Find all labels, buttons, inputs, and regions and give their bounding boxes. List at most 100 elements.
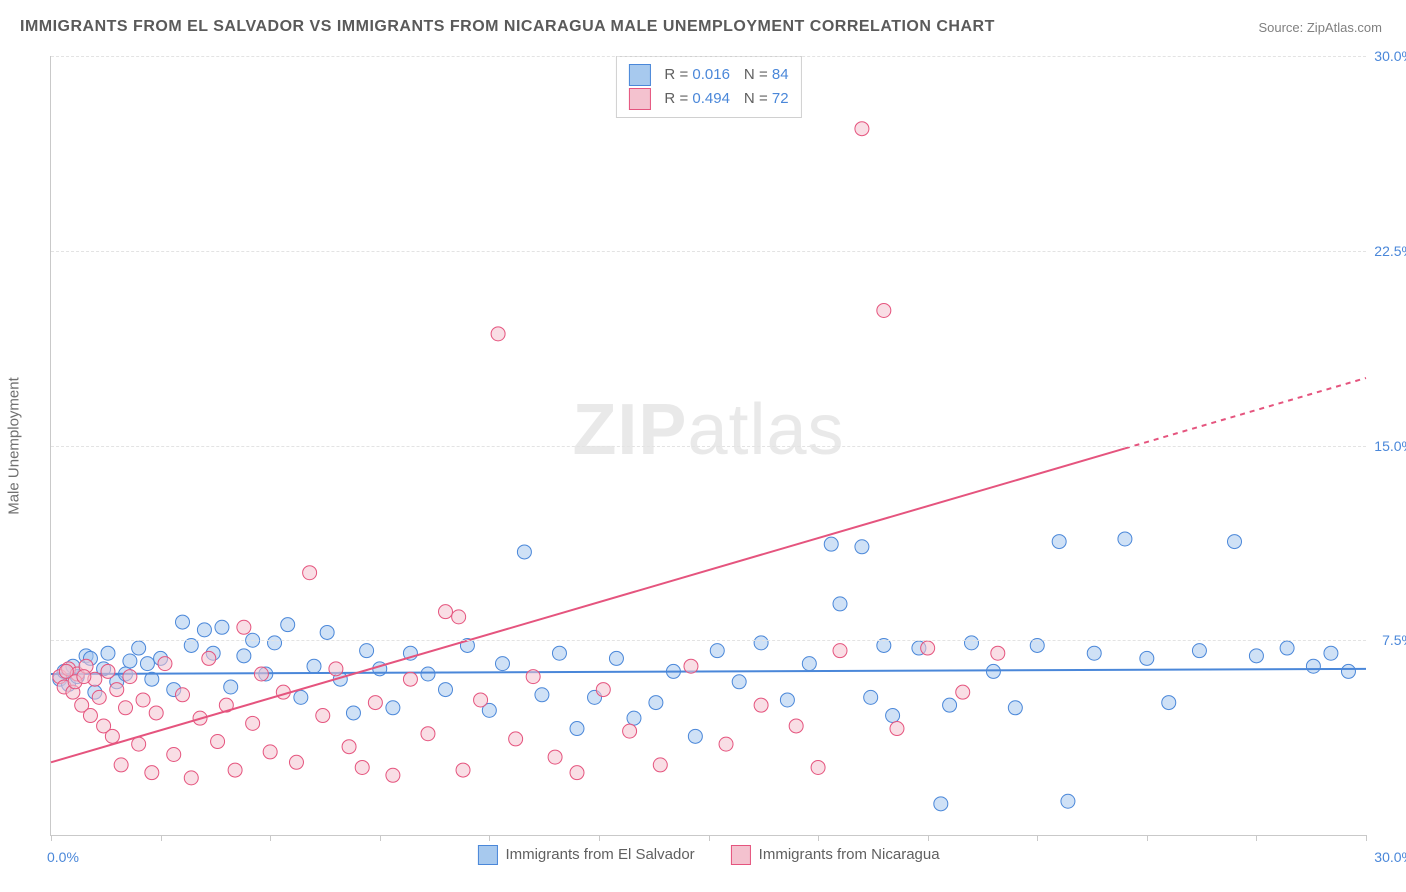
chart-title: IMMIGRANTS FROM EL SALVADOR VS IMMIGRANT…	[20, 18, 995, 36]
scatter-point-el_salvador	[965, 636, 979, 650]
scatter-point-nicaragua	[684, 659, 698, 673]
scatter-point-el_salvador	[824, 537, 838, 551]
scatter-point-el_salvador	[132, 641, 146, 655]
grid-line	[51, 446, 1366, 447]
scatter-point-el_salvador	[943, 698, 957, 712]
x-tick	[1037, 835, 1038, 841]
scatter-point-nicaragua	[202, 651, 216, 665]
scatter-point-nicaragua	[101, 664, 115, 678]
scatter-point-nicaragua	[237, 620, 251, 634]
scatter-point-el_salvador	[224, 680, 238, 694]
scatter-point-el_salvador	[281, 618, 295, 632]
x-tick	[599, 835, 600, 841]
scatter-point-nicaragua	[956, 685, 970, 699]
scatter-point-el_salvador	[855, 540, 869, 554]
trend-line-el_salvador	[51, 669, 1366, 674]
legend-swatch-nicaragua	[731, 845, 751, 865]
scatter-point-nicaragua	[421, 727, 435, 741]
grid-line	[51, 251, 1366, 252]
scatter-point-el_salvador	[1061, 794, 1075, 808]
scatter-point-nicaragua	[77, 670, 91, 684]
trend-line-nicaragua	[51, 448, 1125, 762]
scatter-point-nicaragua	[789, 719, 803, 733]
scatter-point-el_salvador	[732, 675, 746, 689]
scatter-point-nicaragua	[114, 758, 128, 772]
grid-line	[51, 640, 1366, 641]
scatter-point-el_salvador	[802, 657, 816, 671]
scatter-point-nicaragua	[167, 748, 181, 762]
scatter-point-nicaragua	[877, 303, 891, 317]
scatter-point-el_salvador	[140, 657, 154, 671]
scatter-point-nicaragua	[719, 737, 733, 751]
scatter-point-el_salvador	[1192, 644, 1206, 658]
scatter-point-nicaragua	[474, 693, 488, 707]
scatter-point-el_salvador	[1052, 535, 1066, 549]
scatter-point-nicaragua	[228, 763, 242, 777]
scatter-point-el_salvador	[1087, 646, 1101, 660]
x-tick	[1256, 835, 1257, 841]
scatter-point-el_salvador	[237, 649, 251, 663]
scatter-point-el_salvador	[570, 722, 584, 736]
plot-area: ZIPatlas R = 0.016 N = 84 R = 0.494 N = …	[50, 56, 1366, 836]
scatter-point-el_salvador	[1140, 651, 1154, 665]
scatter-point-el_salvador	[1008, 701, 1022, 715]
scatter-point-el_salvador	[535, 688, 549, 702]
scatter-point-el_salvador	[1280, 641, 1294, 655]
scatter-point-el_salvador	[1249, 649, 1263, 663]
scatter-point-nicaragua	[83, 709, 97, 723]
n-label: N	[744, 66, 755, 83]
scatter-point-nicaragua	[263, 745, 277, 759]
legend-item-el-salvador: Immigrants from El Salvador	[477, 845, 694, 865]
trend-line-dashed-nicaragua	[1125, 378, 1366, 448]
scatter-point-nicaragua	[158, 657, 172, 671]
stats-legend-box: R = 0.016 N = 84 R = 0.494 N = 72	[615, 56, 801, 118]
scatter-point-nicaragua	[184, 771, 198, 785]
source-prefix: Source:	[1258, 20, 1306, 35]
scatter-point-el_salvador	[754, 636, 768, 650]
scatter-point-el_salvador	[649, 696, 663, 710]
scatter-point-el_salvador	[1228, 535, 1242, 549]
scatter-point-nicaragua	[110, 683, 124, 697]
scatter-point-nicaragua	[811, 760, 825, 774]
scatter-point-el_salvador	[552, 646, 566, 660]
bottom-legend: Immigrants from El Salvador Immigrants f…	[477, 845, 939, 865]
scatter-point-nicaragua	[119, 701, 133, 715]
grid-line	[51, 56, 1366, 57]
scatter-point-el_salvador	[176, 615, 190, 629]
scatter-point-el_salvador	[886, 709, 900, 723]
source-link[interactable]: ZipAtlas.com	[1307, 20, 1382, 35]
scatter-point-nicaragua	[289, 755, 303, 769]
x-tick	[709, 835, 710, 841]
scatter-point-nicaragua	[132, 737, 146, 751]
scatter-point-el_salvador	[688, 729, 702, 743]
scatter-point-el_salvador	[123, 654, 137, 668]
scatter-point-el_salvador	[197, 623, 211, 637]
scatter-point-el_salvador	[609, 651, 623, 665]
scatter-point-el_salvador	[294, 690, 308, 704]
scatter-point-nicaragua	[254, 667, 268, 681]
x-tick	[818, 835, 819, 841]
scatter-point-nicaragua	[456, 763, 470, 777]
legend-label-nicaragua: Immigrants from Nicaragua	[759, 846, 940, 863]
scatter-point-nicaragua	[149, 706, 163, 720]
scatter-point-el_salvador	[627, 711, 641, 725]
x-tick	[161, 835, 162, 841]
scatter-point-el_salvador	[320, 625, 334, 639]
stats-row-nicaragua: R = 0.494 N = 72	[628, 87, 788, 111]
stats-row-el-salvador: R = 0.016 N = 84	[628, 63, 788, 87]
x-tick	[928, 835, 929, 841]
scatter-point-nicaragua	[754, 698, 768, 712]
x-min-label: 0.0%	[47, 849, 79, 865]
scatter-point-nicaragua	[403, 672, 417, 686]
scatter-point-nicaragua	[342, 740, 356, 754]
scatter-point-nicaragua	[921, 641, 935, 655]
scatter-point-el_salvador	[833, 597, 847, 611]
scatter-point-nicaragua	[329, 662, 343, 676]
scatter-point-el_salvador	[307, 659, 321, 673]
scatter-point-el_salvador	[386, 701, 400, 715]
scatter-point-el_salvador	[360, 644, 374, 658]
scatter-point-el_salvador	[1341, 664, 1355, 678]
scatter-point-el_salvador	[864, 690, 878, 704]
r-label: R	[664, 66, 675, 83]
y-tick-label: 15.0%	[1368, 438, 1406, 454]
